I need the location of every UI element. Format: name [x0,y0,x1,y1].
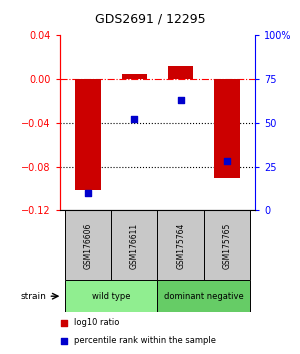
Bar [111,210,158,280]
Text: GDS2691 / 12295: GDS2691 / 12295 [95,12,205,25]
Text: GSM176606: GSM176606 [83,222,92,269]
Text: GSM175765: GSM175765 [223,222,232,269]
Bar [64,210,111,280]
Text: GSM175764: GSM175764 [176,222,185,269]
Text: GSM176611: GSM176611 [130,222,139,268]
Bar [64,280,158,312]
Text: dominant negative: dominant negative [164,292,244,301]
Bar [168,66,194,79]
Bar [204,210,250,280]
Point [61,338,66,344]
Text: log10 ratio: log10 ratio [74,318,119,327]
Bar [75,79,100,190]
Point [225,159,230,164]
Point [61,320,66,326]
Bar [122,74,147,79]
Point [132,116,137,122]
Point [85,190,90,196]
Text: strain: strain [20,292,46,301]
Text: wild type: wild type [92,292,130,301]
Bar [158,210,204,280]
Bar [158,280,250,312]
Text: percentile rank within the sample: percentile rank within the sample [74,336,216,346]
Bar [214,79,240,178]
Point [178,97,183,103]
